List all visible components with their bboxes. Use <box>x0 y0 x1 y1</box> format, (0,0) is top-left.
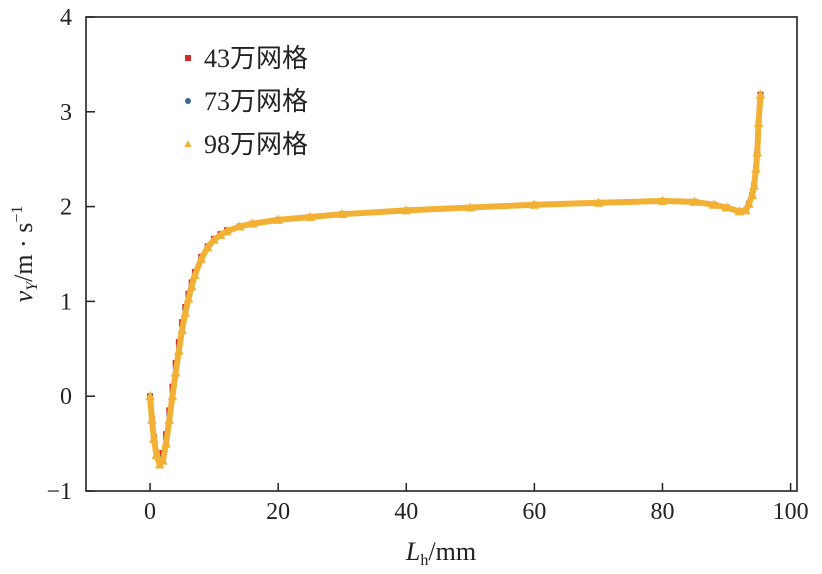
y-axis-label: vY/m · s−1 <box>9 206 41 303</box>
x-tick-label: 40 <box>394 499 418 525</box>
data-point <box>190 269 200 279</box>
data-point <box>147 414 157 424</box>
y-tick-label: 3 <box>60 100 72 126</box>
data-point <box>151 449 162 459</box>
data-point <box>186 281 197 291</box>
data-point <box>708 199 719 209</box>
data-point <box>740 205 751 215</box>
data-point <box>721 202 732 212</box>
data-point <box>657 195 668 205</box>
data-point <box>465 202 476 212</box>
data-point <box>753 117 764 128</box>
data-point <box>744 198 754 208</box>
data-point <box>177 324 187 334</box>
x-tick-label: 80 <box>650 499 674 525</box>
x-tick-label: 0 <box>144 499 156 525</box>
series-layer <box>145 89 766 469</box>
data-point <box>215 229 226 240</box>
x-tick-label: 20 <box>266 499 290 525</box>
data-point <box>749 180 759 190</box>
data-point <box>185 55 191 61</box>
data-point <box>158 455 168 465</box>
data-point <box>174 345 184 355</box>
legend-label: 43万网格 <box>204 44 308 73</box>
data-point <box>164 414 175 424</box>
data-point <box>755 89 766 99</box>
legend-label: 73万网格 <box>204 87 308 116</box>
data-point <box>183 293 194 303</box>
data-point <box>145 391 155 401</box>
data-point <box>305 211 315 222</box>
data-point <box>247 218 258 228</box>
data-point <box>337 208 348 219</box>
series-triangle <box>145 89 766 469</box>
data-point <box>184 140 192 147</box>
x-tick-label: 60 <box>522 499 546 525</box>
y-tick-label: 2 <box>60 195 72 221</box>
data-point <box>747 190 757 200</box>
legend: 43万网格 73万网格 98万网格 <box>184 44 308 159</box>
data-point <box>185 98 191 104</box>
data-point <box>593 197 604 207</box>
y-tick-label: −1 <box>46 479 72 505</box>
data-point <box>180 307 191 317</box>
data-point <box>234 221 245 231</box>
y-tick-label: 4 <box>60 5 72 31</box>
data-point <box>401 205 412 215</box>
data-point <box>196 253 207 263</box>
plot-frame <box>85 16 798 492</box>
y-tick-label: 0 <box>60 384 72 410</box>
data-point <box>149 433 159 443</box>
data-point <box>689 196 700 206</box>
legend-label: 98万网格 <box>204 130 308 159</box>
x-axis-label: Lh/mm <box>405 537 476 569</box>
data-point <box>752 147 763 157</box>
data-point <box>170 367 181 377</box>
axis-ticks: 0 20 40 60 80 100 −1 0 1 2 3 4 <box>46 5 808 525</box>
data-point <box>202 242 213 252</box>
data-point <box>222 226 232 236</box>
x-tick-label: 100 <box>773 499 809 525</box>
data-point <box>273 214 283 224</box>
data-point <box>209 234 219 244</box>
y-tick-label: 1 <box>60 289 72 315</box>
data-point <box>161 438 171 448</box>
data-point <box>167 391 178 401</box>
data-point <box>529 199 540 209</box>
data-point <box>751 163 761 173</box>
